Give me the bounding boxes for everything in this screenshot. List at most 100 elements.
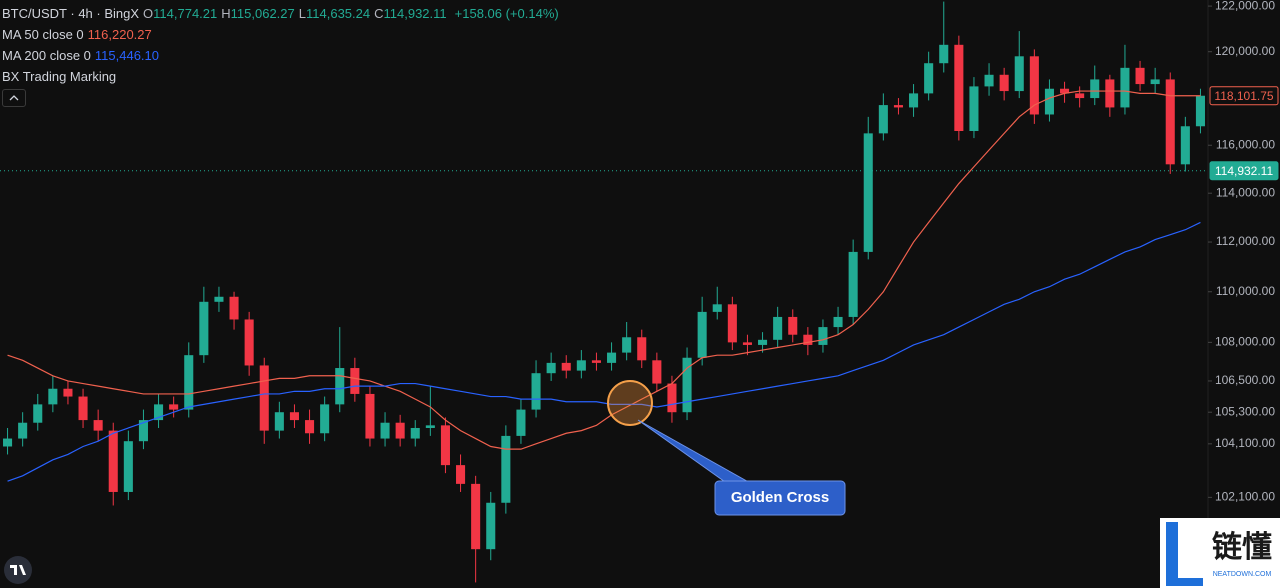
candle-body <box>788 316 798 335</box>
candle-body <box>652 360 662 384</box>
candle-body <box>380 422 390 439</box>
ohlc-key: O <box>143 6 154 21</box>
ohlc-key: H <box>221 6 231 21</box>
candle-body <box>622 337 632 353</box>
indicator-label: BX Trading Marking <box>2 69 117 84</box>
y-tick-label: 122,000.00 <box>1215 0 1275 12</box>
candle-body <box>305 420 315 434</box>
candle-body <box>184 355 194 410</box>
candle-body <box>697 311 707 358</box>
candle-body <box>863 133 873 252</box>
collapse-icon <box>9 95 19 101</box>
candle-body <box>833 316 843 328</box>
candle-body <box>1060 88 1070 94</box>
callout-box <box>714 480 846 516</box>
legend-value: 115,446.10 <box>94 48 159 63</box>
candle-body <box>1075 93 1085 99</box>
price-tag <box>1209 86 1279 106</box>
collapse-button[interactable] <box>2 89 26 107</box>
candle-body <box>954 44 964 131</box>
tv-logo <box>4 556 32 584</box>
candle-body <box>154 404 164 421</box>
candle-body <box>1180 126 1190 165</box>
candle-body <box>410 427 420 439</box>
legend-row: MA 50 close 0 116,220.27 <box>2 24 563 45</box>
header-row: BTC/USDT · 4h · BingX O114,774.21 H115,062… <box>2 3 563 24</box>
candle-body <box>999 74 1009 92</box>
candle-body <box>18 422 28 439</box>
candle-body <box>1195 95 1205 127</box>
candle-body <box>350 368 360 394</box>
candle-body <box>939 44 949 64</box>
candle-body <box>33 404 43 423</box>
candle-body <box>108 430 118 492</box>
price-tag <box>1209 161 1279 181</box>
candle-body <box>969 86 979 131</box>
candle-body <box>591 360 601 363</box>
candle-body <box>803 334 813 345</box>
candle-body <box>637 337 647 361</box>
legend-row: MA 200 close 0 115,446.10 <box>2 45 563 66</box>
watermark-logo <box>1166 522 1203 586</box>
candle-body <box>93 420 103 431</box>
candle-body <box>1165 79 1175 165</box>
price-tag-label: 114,932.11 <box>1215 164 1274 178</box>
candle-body <box>924 63 934 94</box>
candle-body <box>1105 79 1115 108</box>
y-tick-label: 105,300.00 <box>1215 404 1275 418</box>
candle-body <box>244 319 254 366</box>
y-tick-label: 104,100.00 <box>1215 436 1275 450</box>
ohlc-value: 114,635.24 <box>306 6 371 21</box>
candle-body <box>214 296 224 302</box>
candle-body <box>1044 88 1054 115</box>
candle-body <box>984 74 994 87</box>
callout-text: Golden Cross <box>731 489 829 506</box>
candle-body <box>531 373 541 410</box>
ohlc-value: 114,932.11 <box>383 6 447 21</box>
candle-body <box>1135 67 1145 85</box>
candle-body <box>199 301 209 356</box>
watermark-title: 链懂 <box>1212 530 1272 564</box>
candle-body <box>607 352 617 363</box>
candle-body <box>1014 56 1024 92</box>
candle-body <box>773 316 783 340</box>
watermark-subtitle: NEATDOWN.COM <box>1213 571 1272 578</box>
candle-body <box>682 357 692 413</box>
ohlc: O114,774.21 H115,062.27 L114,635.24 C114,93… <box>143 6 451 21</box>
candle-body <box>576 360 586 371</box>
candle-body <box>909 93 919 108</box>
y-tick-label: 106,500.00 <box>1215 373 1275 387</box>
candle-body <box>320 404 330 434</box>
candle-body <box>501 435 511 503</box>
candle-body <box>878 105 888 134</box>
candle-body <box>516 409 526 436</box>
y-tick-label: 114,000.00 <box>1216 185 1275 199</box>
legend-value: 116,220.27 <box>87 27 152 42</box>
candle-body <box>229 296 239 320</box>
candle-body <box>1029 56 1039 115</box>
candle-body <box>1090 79 1100 99</box>
candle-body <box>78 396 88 421</box>
legend: BTC/USDT · 4h · BingX O114,774.21 H115,062… <box>2 3 563 87</box>
ma-line <box>7 221 1201 482</box>
candle-body <box>365 393 375 439</box>
price-tag-label: 118,101.75 <box>1214 89 1273 103</box>
candle-body <box>712 304 722 312</box>
y-tick-label: 110,000.00 <box>1216 284 1275 298</box>
legend-name: MA 200 close 0 <box>2 48 91 63</box>
candle-body <box>3 438 13 447</box>
golden-cross-marker <box>607 380 653 426</box>
legend-name: MA 50 close 0 <box>2 27 84 42</box>
candle-body <box>727 304 737 343</box>
y-tick-label: 112,000.00 <box>1216 234 1275 248</box>
ohlc-key: C <box>374 6 384 21</box>
ma-line <box>7 90 1201 450</box>
candle-body <box>274 412 284 431</box>
candle-body <box>667 383 677 413</box>
candle-body <box>456 465 466 484</box>
candle-body <box>758 339 768 345</box>
y-tick-label: 120,000.00 <box>1215 44 1275 58</box>
change: +158.06 (+0.14%) <box>454 6 559 21</box>
candle-body <box>1150 79 1160 85</box>
candle-body <box>48 388 58 405</box>
